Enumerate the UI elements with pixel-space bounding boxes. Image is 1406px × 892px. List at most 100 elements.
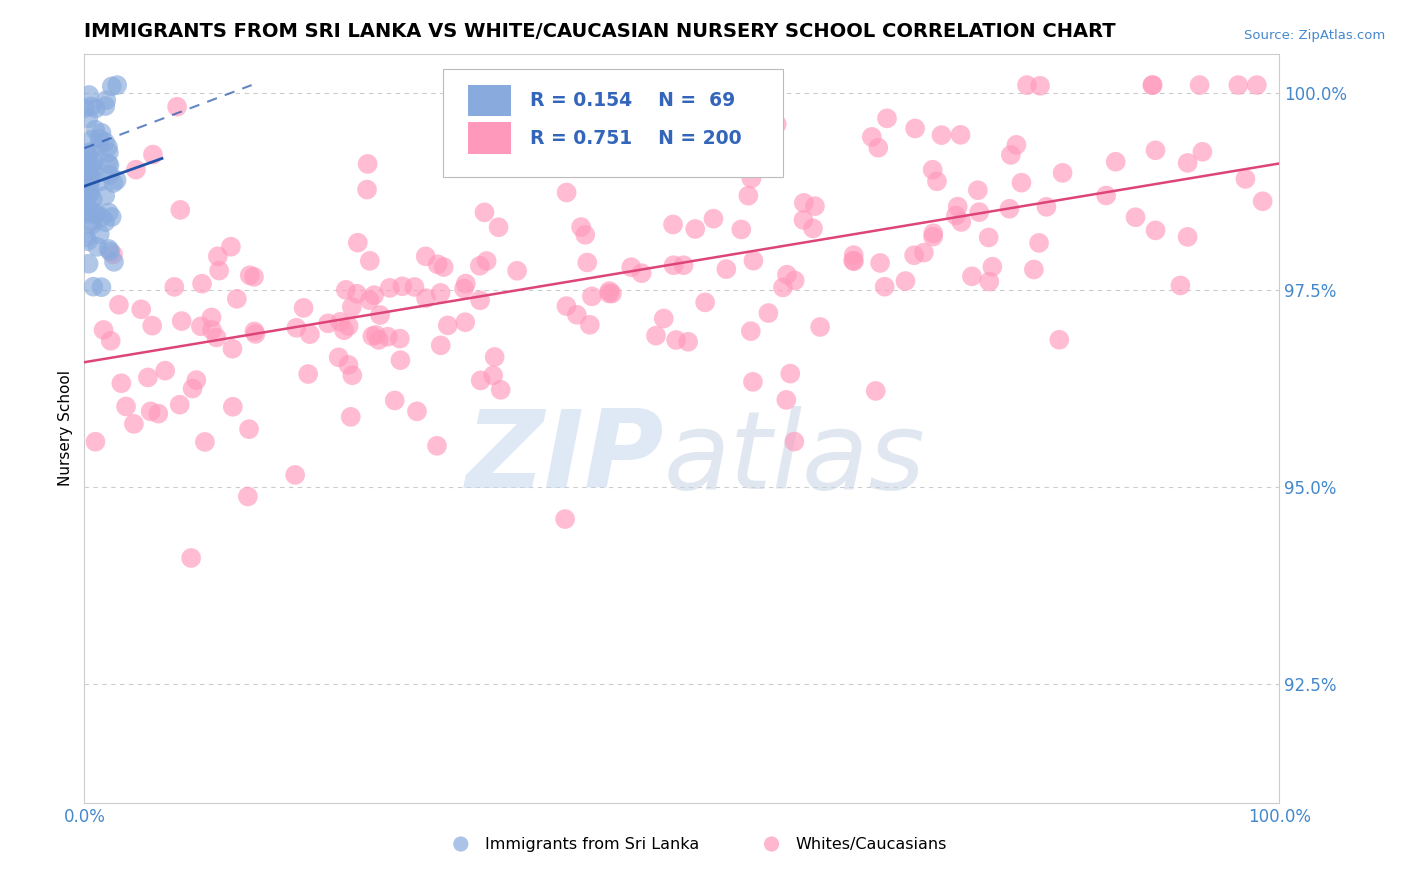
Point [482,368,505,383]
Point [80,99,103,113]
Point [359,293,381,308]
Point [1000,148,1022,162]
Point [346,235,368,250]
Point [554,512,576,526]
Point [339,409,361,424]
Point [166,100,188,114]
Point [285,320,308,334]
Point [94,188,117,202]
Point [243,325,266,339]
Point [998,202,1021,216]
Point [1125,211,1147,225]
Point [1011,176,1033,190]
Point [186,373,208,387]
Point [97,156,120,170]
Point [378,281,401,295]
Point [79,167,101,181]
Point [180,551,202,566]
Point [454,277,477,291]
Point [79,172,101,186]
Point [89,227,111,242]
Point [75,163,97,178]
Point [429,285,451,300]
Point [108,298,131,312]
Point [298,327,321,342]
Point [1177,230,1199,244]
Point [1246,78,1268,92]
Point [876,112,898,126]
FancyBboxPatch shape [468,85,510,117]
Point [115,400,138,414]
Point [80,161,103,175]
Point [329,315,352,329]
Point [73,101,96,115]
Point [808,320,831,334]
Point [94,135,117,149]
Point [97,140,120,154]
Point [79,171,101,186]
Point [94,215,117,229]
Point [804,199,827,213]
Point [742,253,765,268]
Point [82,192,104,206]
Point [404,280,426,294]
Point [75,177,97,191]
Point [931,128,953,142]
Point [82,165,104,179]
Point [79,177,101,191]
Point [141,318,163,333]
Point [1191,145,1213,159]
Point [75,203,97,218]
Point [77,160,100,174]
Point [87,139,110,153]
Point [89,131,111,145]
Point [181,382,204,396]
Point [912,245,935,260]
Point [873,279,896,293]
Point [93,323,115,337]
Text: atlas: atlas [664,406,927,510]
Point [86,240,108,254]
Point [1047,333,1070,347]
Point [562,153,585,168]
Point [903,248,925,262]
Point [842,248,865,262]
Point [740,324,762,338]
Point [581,289,603,303]
Point [1144,144,1167,158]
Point [779,367,801,381]
Point [468,259,491,273]
Point [1095,188,1118,202]
Point [949,128,972,142]
Point [97,145,120,160]
Point [80,155,103,169]
Point [966,183,988,197]
Point [865,384,887,398]
Point [222,400,245,414]
Point [122,417,145,431]
Text: Source: ZipAtlas.com: Source: ZipAtlas.com [1244,29,1385,42]
Point [783,273,806,287]
Point [484,350,506,364]
Point [730,222,752,236]
Point [776,268,799,282]
Point [1035,200,1057,214]
Point [333,323,356,337]
Point [76,199,98,213]
Point [731,160,754,174]
Point [236,490,259,504]
Point [981,260,1004,274]
Text: Whites/Caucasians: Whites/Caucasians [796,837,946,852]
Point [98,158,121,172]
Point [1052,166,1074,180]
Point [368,308,391,322]
Point [77,257,100,271]
Point [356,157,378,171]
Point [569,220,592,235]
Point [361,329,384,343]
Point [97,205,120,219]
Point [454,315,477,329]
Point [79,202,101,216]
Point [77,187,100,202]
Point [84,434,107,449]
